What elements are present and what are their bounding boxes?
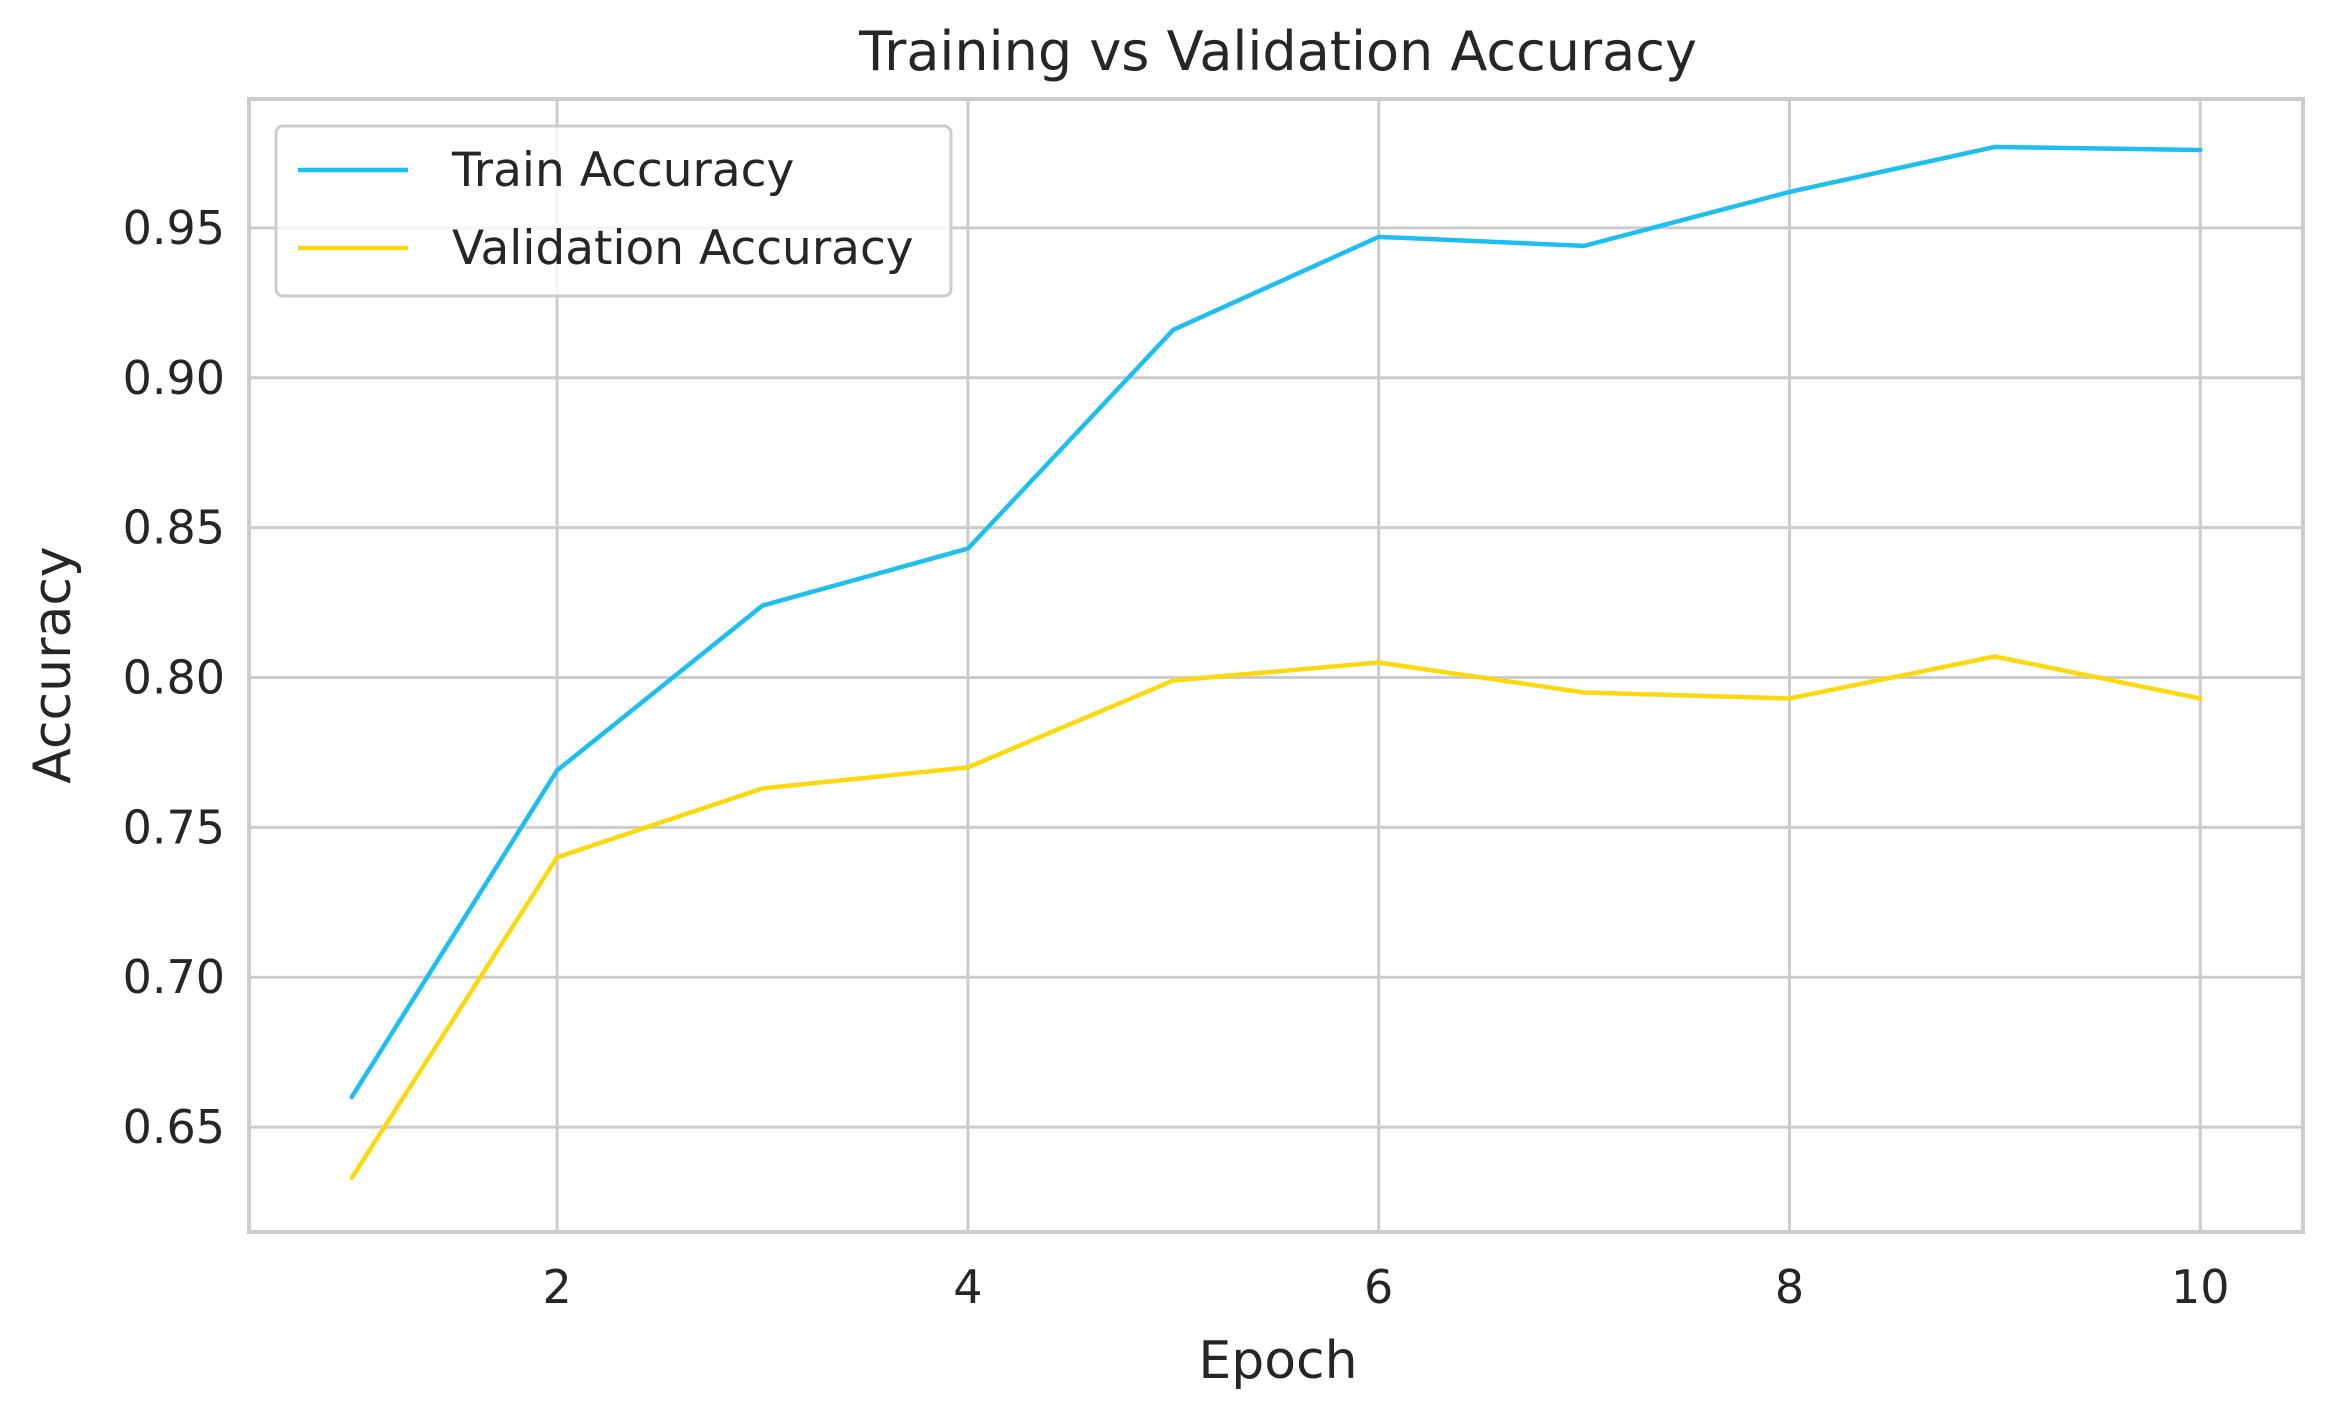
x-tick-labels: 2 4 6 8 10 (542, 1260, 2229, 1314)
y-tick-label: 0.70 (123, 950, 225, 1004)
chart-title: Training vs Validation Accuracy (858, 20, 1697, 83)
y-axis-label: Accuracy (23, 546, 83, 783)
legend-label-train: Train Accuracy (451, 143, 794, 198)
x-tick-label: 10 (2171, 1260, 2230, 1314)
legend-label-validation: Validation Accuracy (452, 221, 914, 276)
y-tick-label: 0.65 (123, 1100, 225, 1154)
legend: Train Accuracy Validation Accuracy (274, 124, 953, 298)
x-axis-label: Epoch (1198, 1331, 1357, 1391)
y-tick-label: 0.80 (123, 650, 225, 704)
x-tick-label: 8 (1775, 1260, 1804, 1314)
legend-box (274, 124, 953, 298)
y-tick-label: 0.85 (123, 501, 225, 555)
series-line-train (349, 144, 2203, 1100)
series-lines (349, 144, 2203, 1181)
plot-frame (247, 97, 2305, 1234)
x-tick-label: 2 (542, 1260, 571, 1314)
x-tick-label: 4 (953, 1260, 982, 1314)
x-tick-label: 6 (1364, 1260, 1393, 1314)
y-tick-label: 0.95 (123, 201, 225, 255)
y-tick-labels: 0.65 0.70 0.75 0.80 0.85 0.90 0.95 (123, 201, 225, 1154)
y-tick-label: 0.75 (123, 800, 225, 854)
y-tick-label: 0.90 (123, 351, 225, 405)
series-line-validation (349, 654, 2203, 1181)
